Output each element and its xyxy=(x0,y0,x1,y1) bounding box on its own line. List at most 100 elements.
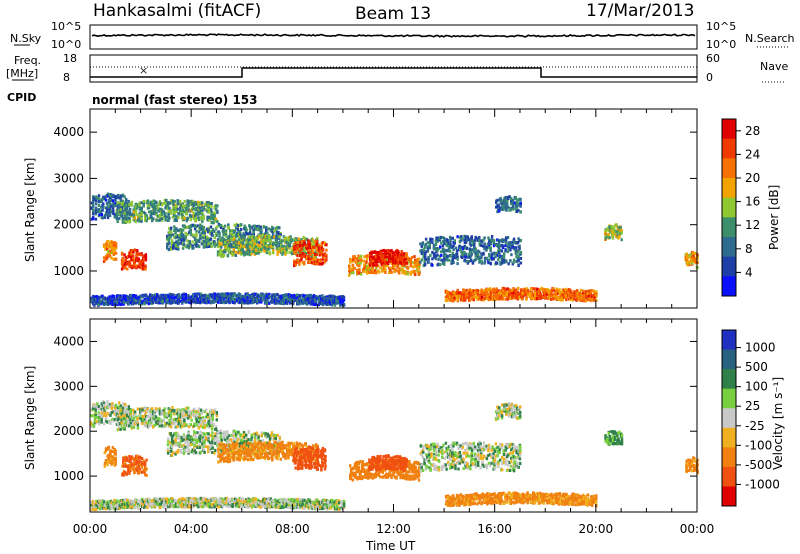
power-cell xyxy=(469,239,473,243)
power-cell xyxy=(182,242,186,246)
power-cell xyxy=(221,237,224,241)
power-cell xyxy=(325,253,328,257)
power-cell xyxy=(140,209,143,212)
power-cell xyxy=(245,228,248,232)
power-cell xyxy=(201,213,204,217)
power-cell xyxy=(128,203,131,207)
power-cell xyxy=(134,219,138,223)
power-cell xyxy=(230,236,233,240)
power-cell xyxy=(619,226,622,230)
power-cell xyxy=(480,253,484,257)
power-cell xyxy=(227,226,230,230)
power-cell xyxy=(135,213,138,217)
power-cell xyxy=(258,241,261,245)
power-cell xyxy=(213,236,216,240)
nsky-tick-bottom: 10^0 xyxy=(51,38,81,51)
power-cell xyxy=(154,211,157,215)
power-cell xyxy=(517,259,520,263)
power-cell xyxy=(202,239,206,243)
power-cell xyxy=(429,239,432,243)
power-cell xyxy=(453,239,456,243)
power-cell xyxy=(497,245,501,249)
power-cell xyxy=(480,244,483,247)
power-cell xyxy=(92,195,95,199)
power-cell xyxy=(195,234,198,238)
power-cell xyxy=(497,256,501,259)
power-cell xyxy=(241,244,245,248)
power-cell xyxy=(181,246,185,250)
power-cell xyxy=(125,197,128,201)
power-cell xyxy=(155,201,158,205)
power-cell xyxy=(497,247,501,251)
power-cell xyxy=(307,249,310,253)
power-cell xyxy=(233,234,236,238)
nsearch-tick-top: 10^5 xyxy=(706,20,736,33)
power-cell xyxy=(281,250,284,253)
freq-tick-bottom: 8 xyxy=(63,71,70,84)
power-cell xyxy=(160,217,164,220)
power-cell xyxy=(134,210,138,214)
power-cell xyxy=(179,241,183,245)
power-cell xyxy=(519,250,523,254)
power-cell xyxy=(512,240,516,244)
power-cell xyxy=(121,264,124,268)
power-cell xyxy=(231,251,234,255)
power-cell xyxy=(463,238,466,242)
power-cell xyxy=(611,236,615,240)
power-cell xyxy=(390,261,393,265)
power-cell xyxy=(510,245,513,249)
power-cell xyxy=(297,250,301,254)
power-cell xyxy=(483,256,487,260)
power-cell xyxy=(368,265,371,269)
power-cell xyxy=(92,196,95,200)
power-cell xyxy=(203,234,206,238)
power-cell xyxy=(315,242,319,246)
power-cell xyxy=(416,270,419,274)
power-cell xyxy=(262,225,265,229)
power-cell xyxy=(692,254,695,258)
power-cell xyxy=(363,255,366,259)
power-cell xyxy=(130,266,133,270)
power-cell xyxy=(352,258,355,262)
power-cell xyxy=(397,262,400,266)
power-cell xyxy=(301,261,304,265)
power-cell xyxy=(132,254,135,258)
power-cell xyxy=(257,251,260,255)
power-cell xyxy=(202,214,205,218)
power-cell xyxy=(464,259,468,263)
power-cell xyxy=(208,218,211,222)
power-cell xyxy=(243,250,246,254)
power-cell xyxy=(417,257,421,261)
power-cell xyxy=(320,249,323,253)
power-cell xyxy=(259,249,263,253)
power-cell xyxy=(441,247,445,251)
power-cell xyxy=(426,249,430,253)
power-cell xyxy=(119,208,123,212)
power-cell xyxy=(208,231,212,235)
power-cell xyxy=(316,237,319,241)
power-cell xyxy=(295,252,298,256)
power-cell xyxy=(121,218,124,222)
power-cell xyxy=(242,232,245,236)
power-cell xyxy=(140,253,143,257)
power-cell xyxy=(111,206,115,210)
power-cell xyxy=(127,199,130,203)
power-cell xyxy=(266,247,269,251)
power-cell xyxy=(247,235,250,239)
power-cell xyxy=(384,271,387,274)
power-cell xyxy=(260,230,263,234)
power-cell xyxy=(243,245,246,249)
power-cell xyxy=(320,246,323,250)
power-cell xyxy=(192,223,195,227)
power-cell xyxy=(444,254,447,258)
power-cell xyxy=(455,249,459,253)
power-cell xyxy=(353,255,356,259)
power-cell xyxy=(467,252,471,256)
power-cell xyxy=(371,251,374,255)
power-cell xyxy=(162,201,165,205)
nsky-tick-top: 10^5 xyxy=(51,20,81,33)
power-cell xyxy=(439,245,442,249)
power-cell xyxy=(171,241,174,245)
power-cell xyxy=(222,231,225,235)
power-cell xyxy=(169,201,172,205)
